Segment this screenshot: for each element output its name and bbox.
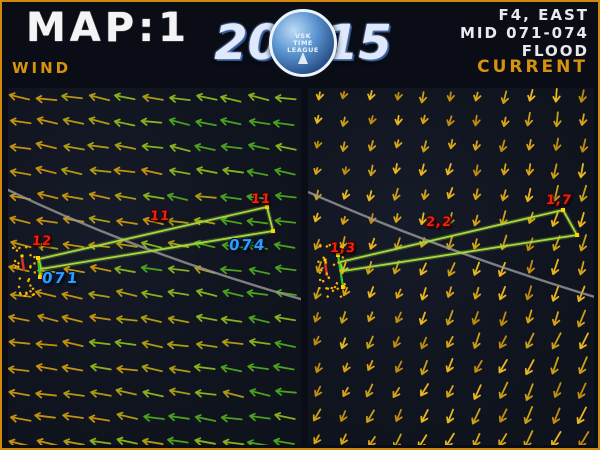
conditions-info: F4, EAST MID 071-074 FLOOD: [460, 6, 589, 60]
current-map-panel: 1,3 2,2 1,7: [308, 88, 594, 445]
wind-condition-line: F4, EAST: [498, 6, 589, 24]
wind-panel-label: WIND: [12, 59, 72, 77]
wind-value-071: 071: [41, 269, 81, 287]
wind-value-11: 11: [250, 192, 272, 207]
current-value-13: 1,3: [329, 241, 357, 256]
badge-text: LEAGUE: [287, 45, 319, 54]
wind-value-12: 12: [31, 234, 53, 249]
badge-text: VSK: [294, 31, 312, 40]
badge-text: TIME: [293, 38, 313, 47]
year-logo: 20 VSK TIME LEAGUE 15: [208, 2, 398, 84]
sailboat-icon: [298, 52, 308, 64]
wind-value-074: 074: [228, 236, 268, 254]
current-panel-label: CURRENT: [477, 57, 588, 77]
wind-value-11: 11: [149, 209, 171, 224]
current-value-22: 2,2: [425, 215, 453, 230]
wind-map-panel: 12 11 11 074 071: [8, 88, 301, 445]
course-range-line: MID 071-074: [459, 24, 589, 42]
current-value-17: 1,7: [545, 193, 573, 208]
wind-field-svg: [8, 92, 301, 445]
map-title: MAP:1: [26, 5, 190, 51]
current-field-svg: [308, 88, 594, 445]
tide-line: FLOOD: [521, 42, 589, 60]
league-badge-icon: VSK TIME LEAGUE: [269, 9, 337, 77]
